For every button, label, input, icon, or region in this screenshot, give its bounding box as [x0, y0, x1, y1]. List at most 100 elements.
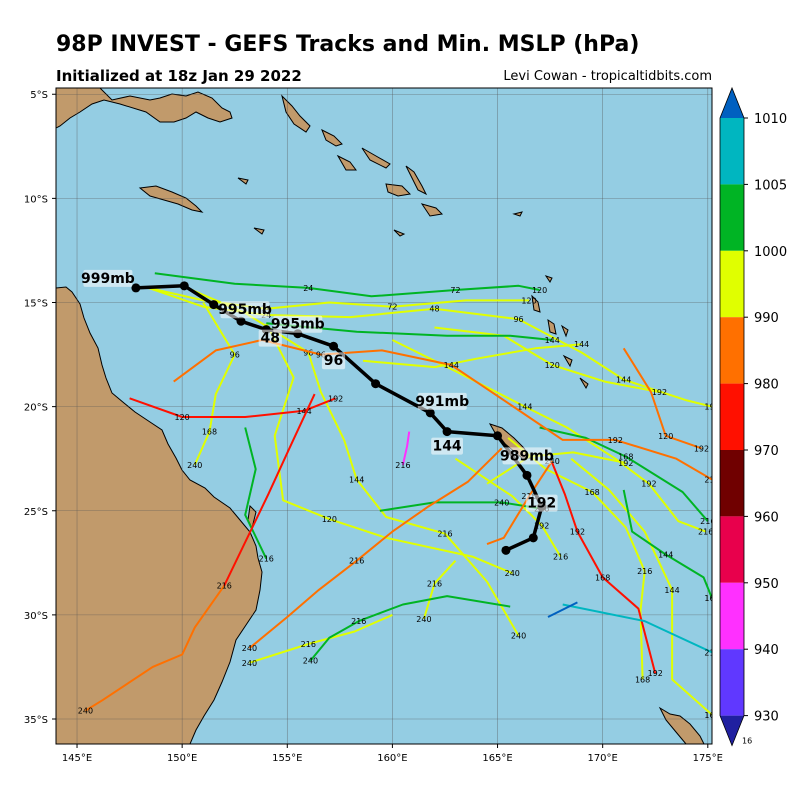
- y-tick-label: 35°S: [24, 715, 48, 726]
- vanuatu-3: [560, 324, 569, 338]
- colorbar-segment: [720, 250, 744, 318]
- member-hour-label: 96: [303, 348, 313, 357]
- mean-label-bg: [502, 447, 552, 465]
- member-track-line: [570, 457, 712, 716]
- member-track-line: [248, 447, 503, 649]
- member-hour-label: 216: [704, 476, 719, 485]
- mean-label-bg: [525, 494, 558, 512]
- island-4: [336, 154, 357, 171]
- colorbar-bottom-extend: [720, 715, 744, 746]
- x-tick-label: 175°E: [693, 753, 723, 764]
- axes: 145°E 150°E 155°E 160°E 165°E 170°E 175°E 5°S 10…: [24, 90, 723, 764]
- colorbar-tick-label: 980: [754, 378, 779, 393]
- colorbar-tick-label: 1000: [754, 245, 787, 260]
- member-hour-label: 240: [494, 498, 509, 507]
- mean-track-point: [236, 316, 246, 326]
- member-hour-label: 216: [700, 517, 715, 526]
- member-track-line: [309, 595, 511, 662]
- new-guinea-landmass: [56, 88, 233, 129]
- y-tick-label: 25°S: [24, 507, 48, 518]
- member-track-line: [622, 489, 712, 599]
- colorbar-tick-label: 970: [754, 444, 779, 459]
- mean-track-label: 995mb: [218, 302, 272, 318]
- x-tick-label: 150°E: [167, 753, 197, 764]
- mean-track-point: [371, 379, 381, 389]
- colorbar-segment: [720, 450, 744, 517]
- member-hour-label: 144: [296, 407, 311, 416]
- land-masses: [56, 88, 705, 744]
- colorbar-segment: [720, 383, 744, 450]
- member-hour-label: 240: [187, 461, 202, 470]
- colorbar-tick-label: 960: [754, 510, 779, 525]
- member-hour-label: 96: [316, 351, 326, 360]
- mean-label-bg: [258, 329, 282, 347]
- member-hour-label: 192: [694, 444, 709, 453]
- y-tick-label: 20°S: [24, 403, 48, 414]
- member-hour-label: 192: [618, 459, 633, 468]
- member-hour-label: 216: [301, 640, 316, 649]
- member-hour-label: 216: [704, 648, 719, 657]
- chart-title: 98P INVEST - GEFS Tracks and Min. MSLP (…: [56, 32, 640, 57]
- mean-track-label: 995mb: [271, 317, 325, 333]
- member-hour-label: 96: [513, 315, 523, 324]
- mean-label-bg: [83, 269, 133, 287]
- member-hour-label: 96: [230, 351, 240, 360]
- member-track-line: [362, 343, 582, 369]
- member-hour-label: 240: [545, 457, 560, 466]
- mean-track-point: [522, 470, 532, 480]
- member-hour-label: 192: [570, 528, 585, 537]
- member-track-line: [434, 326, 660, 394]
- colorbar-segment: [720, 184, 744, 251]
- island-9: [253, 227, 265, 235]
- colorbar-segment: [720, 649, 744, 716]
- member-hour-label: 168: [635, 675, 650, 684]
- island-10: [393, 229, 406, 237]
- australia-landmass: [56, 286, 263, 744]
- member-hour-label: 240: [416, 615, 431, 624]
- member-hour-label: 192: [608, 436, 623, 445]
- member-hour-label: 216: [698, 528, 713, 537]
- member-hour-label: 168: [704, 711, 719, 720]
- mean-label-bg: [417, 392, 467, 410]
- y-tick-label: 10°S: [24, 194, 48, 205]
- x-tick-label: 160°E: [377, 753, 407, 764]
- member-track-line: [223, 393, 316, 587]
- mean-track-label: 192: [527, 496, 556, 512]
- pressure-colorbar: 1010 1005 1000 990 980 970 960 950 940 930 16: [719, 86, 787, 747]
- member-track-line: [562, 603, 712, 654]
- member-hour-label: 216: [259, 555, 274, 564]
- colorbar-tick-label: 940: [754, 643, 779, 658]
- member-hour-label: 24: [303, 284, 313, 293]
- mean-track-label: 96: [324, 353, 343, 369]
- credit-line: Levi Cowan - tropicaltidbits.com: [503, 69, 712, 84]
- member-hour-label: 216: [427, 580, 442, 589]
- member-hour-label: 144: [574, 340, 589, 349]
- mean-track-label: 989mb: [500, 448, 554, 464]
- vanuatu-5: [579, 377, 589, 390]
- member-hour-label: 216: [637, 567, 652, 576]
- member-hour-label: 144: [616, 376, 631, 385]
- member-hour-label: 192: [534, 521, 549, 530]
- member-hour-label: 216: [437, 530, 452, 539]
- mean-track-point: [209, 300, 219, 310]
- member-hour-label: 216: [217, 582, 232, 591]
- vanuatu-6: [544, 275, 553, 283]
- colorbar-segment: [720, 118, 744, 185]
- mean-track-label: 144: [432, 439, 461, 455]
- island-2: [321, 128, 343, 147]
- member-hour-label: 120: [658, 432, 673, 441]
- member-hour-label: 168: [202, 428, 217, 437]
- member-track-line: [547, 601, 578, 618]
- member-track-line: [129, 397, 336, 418]
- island-8: [237, 177, 249, 185]
- member-hour-label: 144: [545, 336, 560, 345]
- new-zealand-north: [658, 706, 705, 744]
- island-6: [405, 165, 428, 196]
- x-tick-label: 145°E: [62, 753, 92, 764]
- colorbar-top-extend: [720, 88, 744, 118]
- x-tick-label: 170°E: [587, 753, 617, 764]
- member-track-line: [84, 585, 226, 712]
- map-frame: [55, 87, 713, 745]
- island-11: [512, 211, 523, 217]
- member-hour-label: 216: [395, 461, 410, 470]
